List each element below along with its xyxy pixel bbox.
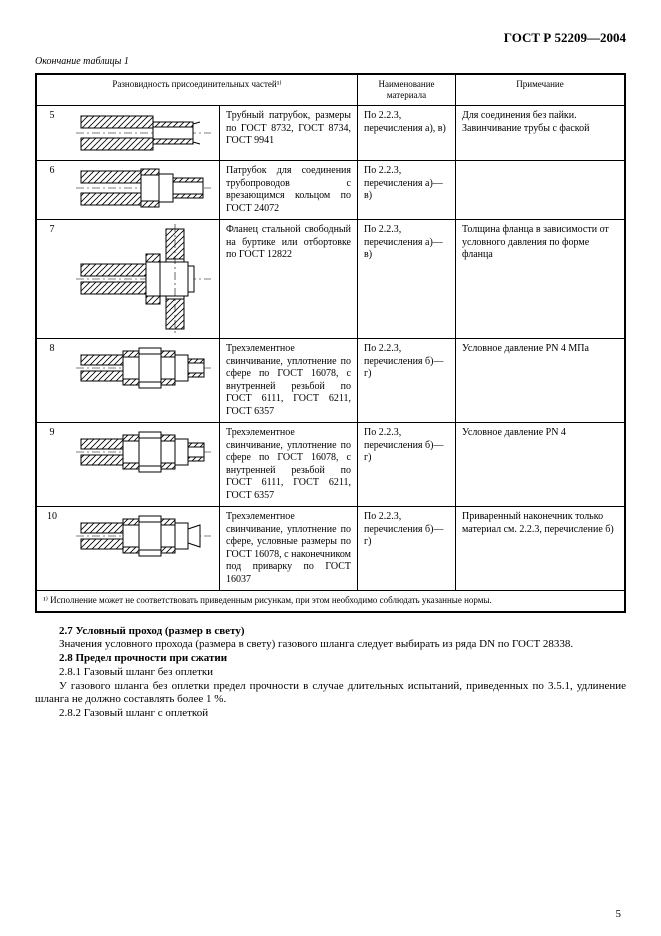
fitting-drawing	[67, 339, 220, 423]
row-number: 10	[36, 507, 67, 591]
fitting-drawing	[67, 220, 220, 339]
material-spec: По 2.2.3, перечисления б)—г)	[358, 507, 456, 591]
table-row: 9 Трехэлементное свинчивание, уплотнение…	[36, 423, 625, 507]
fitting-drawing	[67, 161, 220, 220]
material-spec: По 2.2.3, перечисления а)—в)	[358, 220, 456, 339]
col-variety: Разновидность присоединительных частей¹⁾	[36, 74, 358, 106]
col-note: Примечание	[456, 74, 626, 106]
table-caption: Окончание таблицы 1	[35, 56, 626, 69]
row-number: 7	[36, 220, 67, 339]
fitting-description: Патрубок для соединения трубопроводов с …	[220, 161, 358, 220]
fittings-table: Разновидность присоединительных частей¹⁾…	[35, 73, 626, 613]
row-number: 6	[36, 161, 67, 220]
fitting-description: Трехэлементное свинчивание, уплотнение п…	[220, 339, 358, 423]
row-note: Толщина фланца в зависимости от условног…	[456, 220, 626, 339]
row-note: Приваренный наконечник только материал с…	[456, 507, 626, 591]
table-row: 5 Трубный патрубок, размеры по ГОСТ 8732…	[36, 106, 625, 161]
table-row: 6 Патрубок для соединения трубопроводов …	[36, 161, 625, 220]
material-spec: По 2.2.3, перечисления а)—в)	[358, 161, 456, 220]
table-footnote: ¹⁾ Исполнение может не соответствовать п…	[36, 591, 625, 612]
body-text: 2.7 Условный проход (размер в свету) Зна…	[35, 625, 626, 721]
sec-2-8-1-text: У газового шланга без оплетки предел про…	[35, 680, 626, 708]
fitting-description: Фланец стальной свободный на буртике или…	[220, 220, 358, 339]
row-note: Условное давление PN 4	[456, 423, 626, 507]
row-number: 5	[36, 106, 67, 161]
material-spec: По 2.2.3, перечисления а), в)	[358, 106, 456, 161]
col-material: Наименование материала	[358, 74, 456, 106]
page-number: 5	[616, 908, 622, 922]
row-number: 8	[36, 339, 67, 423]
table-row: 10 Трехэлементное свинчивание, уплотнени…	[36, 507, 625, 591]
material-spec: По 2.2.3, перечисления б)—г)	[358, 339, 456, 423]
fitting-drawing	[67, 106, 220, 161]
table-row: 7 Фланец стальной свободный на буртике и…	[36, 220, 625, 339]
fitting-description: Трубный патрубок, размеры по ГОСТ 8732, …	[220, 106, 358, 161]
row-note: Для соединения без пайки. Завинчивание т…	[456, 106, 626, 161]
table-row: 8 Трехэлементное свинчивание, уплотнение…	[36, 339, 625, 423]
fitting-drawing	[67, 507, 220, 591]
fitting-description: Трехэлементное свинчивание, уплотнение п…	[220, 507, 358, 591]
sec-2-8-2-head: 2.8.2 Газовый шланг с оплеткой	[35, 707, 626, 721]
sec-2-8-head: 2.8 Предел прочности при сжатии	[59, 652, 227, 664]
row-note	[456, 161, 626, 220]
sec-2-7-head: 2.7 Условный проход (размер в свету)	[59, 625, 245, 637]
fitting-description: Трехэлементное свинчивание, уплотнение п…	[220, 423, 358, 507]
material-spec: По 2.2.3, перечисления б)—г)	[358, 423, 456, 507]
row-number: 9	[36, 423, 67, 507]
sec-2-8-1-head: 2.8.1 Газовый шланг без оплетки	[35, 666, 626, 680]
sec-2-7-text: Значения условного прохода (размера в св…	[35, 638, 626, 652]
document-code: ГОСТ Р 52209—2004	[35, 30, 626, 46]
row-note: Условное давление PN 4 МПа	[456, 339, 626, 423]
fitting-drawing	[67, 423, 220, 507]
